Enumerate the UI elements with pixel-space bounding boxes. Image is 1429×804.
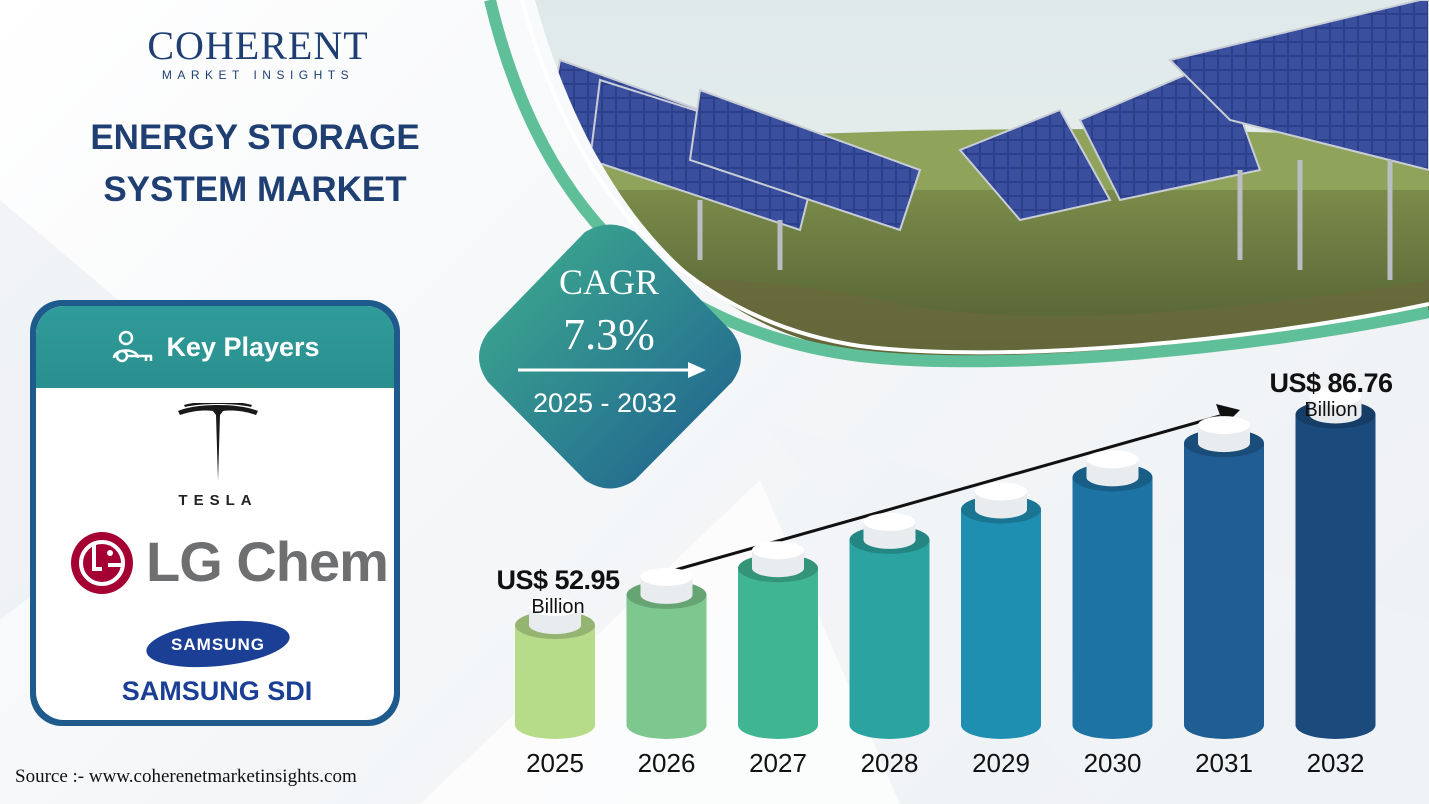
cagr-label: CAGR xyxy=(558,262,660,302)
bar-2025: 2025 xyxy=(515,598,595,778)
start-value-unit: Billion xyxy=(531,596,585,618)
title-line-1: ENERGY STORAGE xyxy=(90,118,420,157)
end-value-callout: US$ 86.76 Billion xyxy=(1256,368,1406,422)
bar-body xyxy=(849,539,930,740)
samsung-sdi-wordmark: SAMSUNG SDI xyxy=(121,676,313,706)
year-label: 2025 xyxy=(526,748,584,778)
key-players-card: Key Players xyxy=(30,300,400,726)
bar-cap-top xyxy=(1198,416,1250,435)
bar-2032: 2032 xyxy=(1295,387,1376,778)
bar-body xyxy=(515,625,595,739)
year-label: 2029 xyxy=(972,748,1030,778)
brand-name: COHERENT xyxy=(138,26,378,66)
end-value: US$ 86.76 xyxy=(1269,368,1393,398)
brand-tagline: MARKET INSIGHTS xyxy=(161,68,355,82)
page-title: ENERGY STORAGE SYSTEM MARKET xyxy=(55,112,455,216)
bar-body xyxy=(961,509,1041,739)
samsung-oval-text: SAMSUNG xyxy=(171,635,265,654)
source-note: Source :- www.coherenetmarketinsights.co… xyxy=(15,766,357,787)
start-value: US$ 52.95 xyxy=(496,565,620,595)
year-label: 2032 xyxy=(1307,748,1365,778)
bar-cap-top xyxy=(1309,387,1362,406)
brand-name-text: COHERENT xyxy=(147,23,369,68)
bar-cap-top xyxy=(1086,450,1139,469)
bar-2026: 2026 xyxy=(626,567,707,778)
arrow-right-icon xyxy=(688,362,706,378)
lg-chem-wordmark: LG Chem xyxy=(146,530,389,593)
bar-2027: 2027 xyxy=(738,541,818,778)
key-players-header: Key Players xyxy=(36,306,394,388)
tesla-logo xyxy=(178,403,258,481)
cagr-diamond xyxy=(479,224,741,489)
bar-body xyxy=(1184,443,1264,739)
year-label: 2031 xyxy=(1195,748,1253,778)
year-label: 2030 xyxy=(1084,748,1142,778)
bar-cap-top xyxy=(752,541,804,560)
start-value-callout: US$ 52.95 Billion xyxy=(478,565,638,619)
bar-2028: 2028 xyxy=(849,512,930,778)
bar-2029: 2029 xyxy=(961,482,1041,778)
cagr-value: 7.3% xyxy=(563,310,655,359)
bar-2030: 2030 xyxy=(1072,450,1153,778)
bar-cap-top xyxy=(863,512,916,531)
tesla-wordmark: TESLA xyxy=(178,492,258,509)
key-players-title: Key Players xyxy=(166,331,320,362)
bar-body xyxy=(738,568,818,739)
bar-cap-top xyxy=(640,567,693,586)
year-label: 2027 xyxy=(749,748,807,778)
handshake-key-icon xyxy=(113,330,153,363)
year-label: 2026 xyxy=(638,748,696,778)
bar-body xyxy=(1295,414,1376,740)
bar-body xyxy=(626,594,707,740)
cagr-period: 2025 - 2032 xyxy=(532,388,678,418)
brand-logo: COHERENT MARKET INSIGHTS xyxy=(138,26,378,83)
bar-cap-top xyxy=(529,598,581,617)
solar-panels-photo xyxy=(484,0,1429,368)
lg-logo-icon xyxy=(71,532,133,594)
bar-2031: 2031 xyxy=(1184,416,1264,778)
bar-body xyxy=(1072,477,1153,740)
bar-cap-top xyxy=(975,482,1027,501)
year-label: 2028 xyxy=(861,748,919,778)
samsung-logo: SAMSUNG xyxy=(146,620,290,668)
title-line-2: SYSTEM MARKET xyxy=(103,170,407,209)
end-value-unit: Billion xyxy=(1304,399,1358,421)
